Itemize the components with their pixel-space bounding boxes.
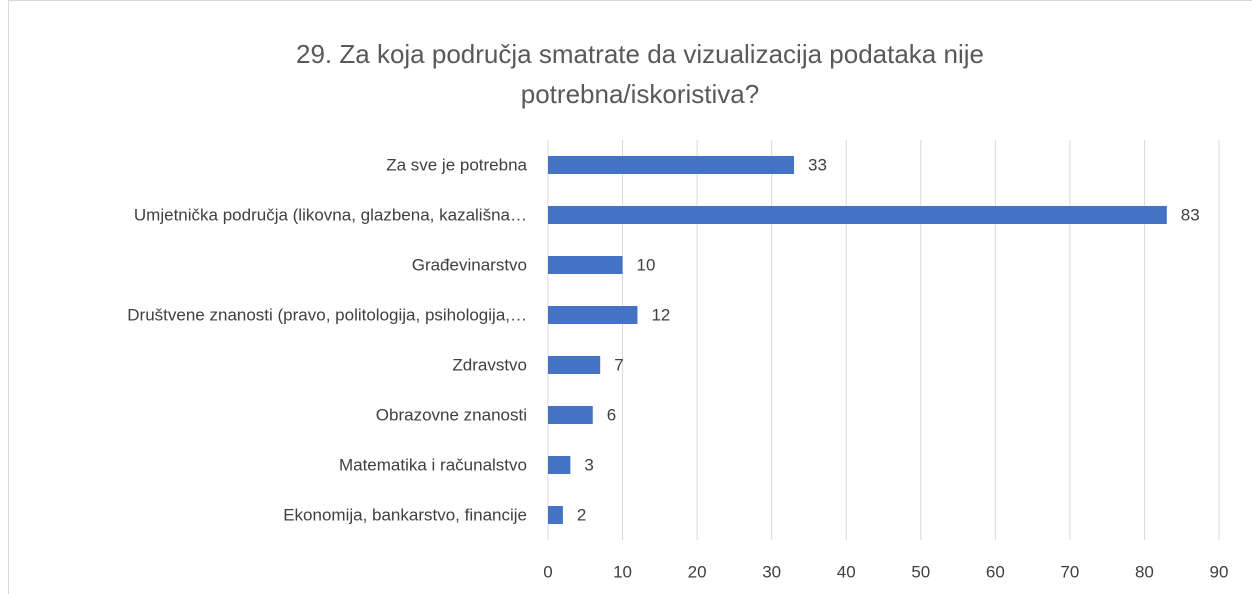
- y-tick-label: Društvene znanosti (pravo, politologija,…: [127, 305, 527, 324]
- y-tick-label: Matematika i računalstvo: [339, 455, 527, 474]
- bar: [548, 406, 593, 424]
- y-tick-label: Obrazovne znanosti: [376, 405, 527, 424]
- chart-title: 29. Za koja područja smatrate da vizuali…: [296, 39, 984, 109]
- value-label: 83: [1181, 205, 1200, 224]
- y-tick-label: Ekonomija, bankarstvo, financije: [283, 505, 527, 524]
- y-tick-label: Građevinarstvo: [412, 255, 527, 274]
- value-label: 33: [808, 155, 827, 174]
- x-tick-label: 10: [613, 562, 632, 581]
- bar: [548, 256, 623, 274]
- value-label: 6: [607, 405, 616, 424]
- x-tick-label: 60: [986, 562, 1005, 581]
- x-tick-label: 20: [688, 562, 707, 581]
- y-tick-label: Za sve je potrebna: [386, 155, 527, 174]
- value-label: 10: [637, 255, 656, 274]
- bar: [548, 506, 563, 524]
- bar: [548, 306, 638, 324]
- value-label: 12: [651, 305, 670, 324]
- bar: [548, 206, 1167, 224]
- x-tick-label: 80: [1135, 562, 1154, 581]
- x-tick-label: 70: [1060, 562, 1079, 581]
- bar: [548, 356, 601, 374]
- x-tick-label: 90: [1210, 562, 1229, 581]
- x-tick-label: 30: [762, 562, 781, 581]
- x-tick-label: 0: [543, 562, 552, 581]
- value-label: 7: [614, 355, 623, 374]
- y-tick-label: Umjetnička područja (likovna, glazbena, …: [134, 205, 527, 224]
- bar: [548, 456, 571, 474]
- x-tick-label: 50: [911, 562, 930, 581]
- x-tick-label: 40: [837, 562, 856, 581]
- value-label: 2: [577, 505, 586, 524]
- value-label: 3: [584, 455, 593, 474]
- y-tick-label: Zdravstvo: [452, 355, 527, 374]
- bar: [548, 156, 795, 174]
